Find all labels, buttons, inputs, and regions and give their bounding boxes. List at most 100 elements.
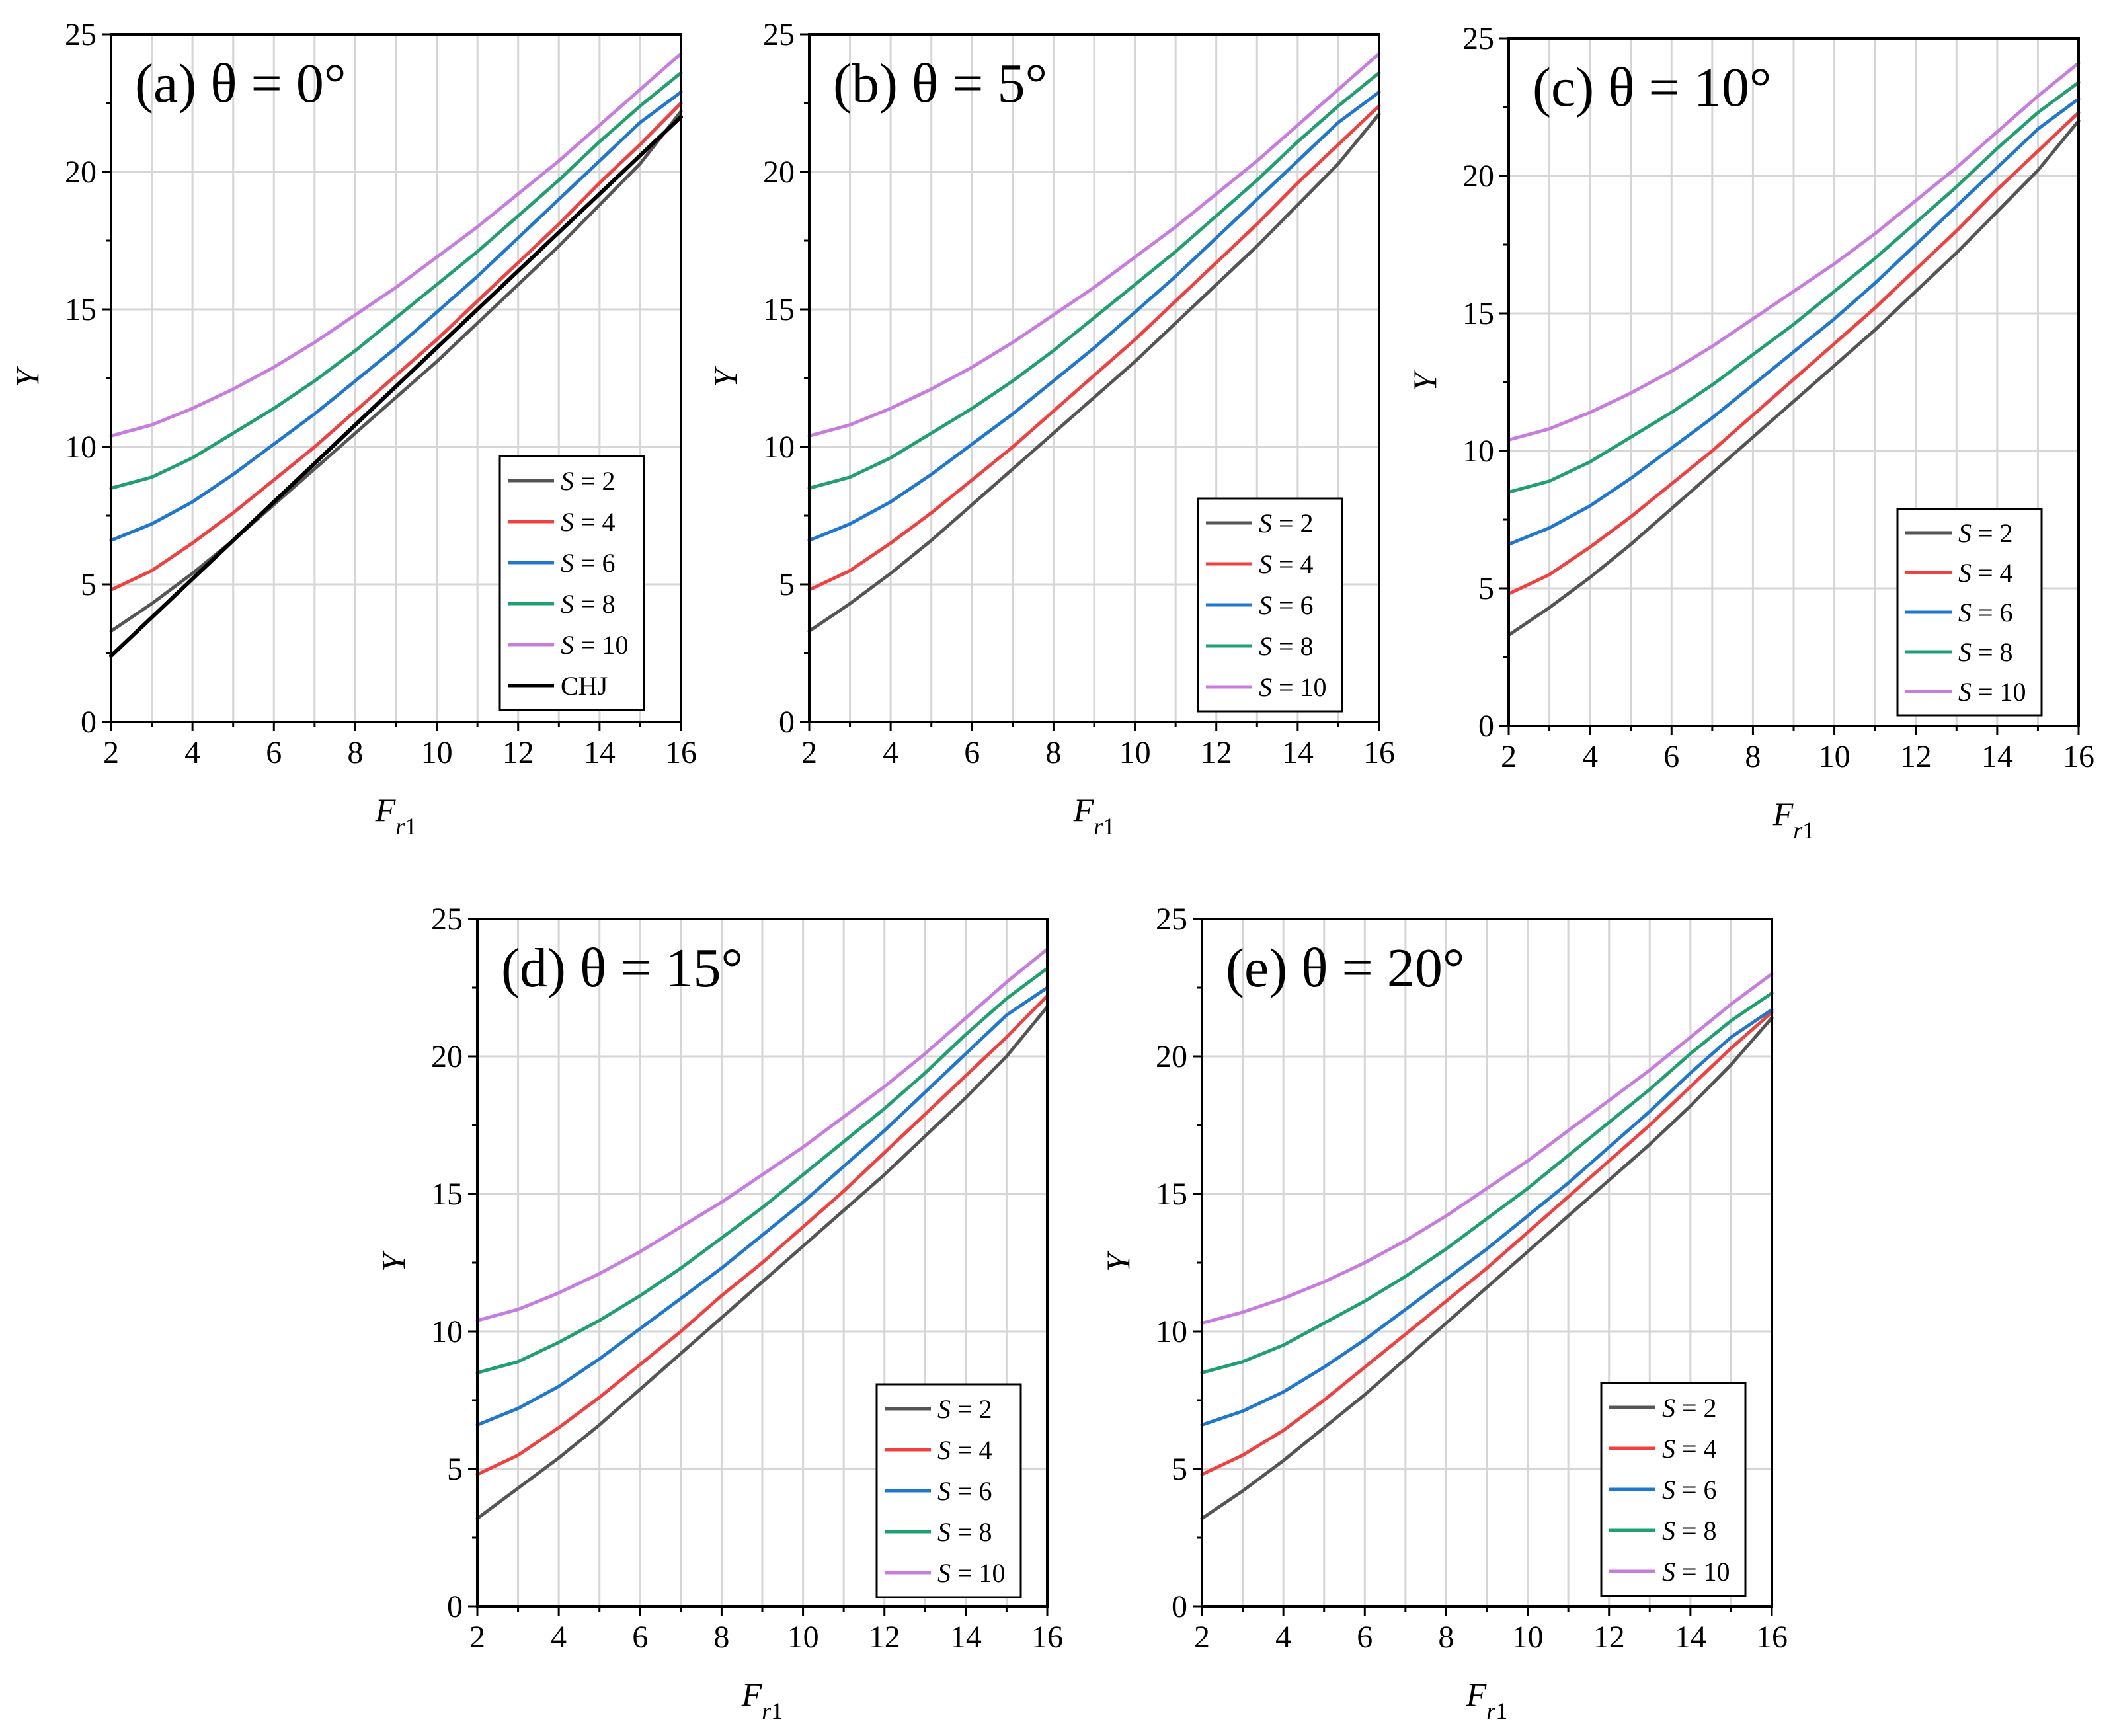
- x-tick-label: 12: [1201, 735, 1232, 770]
- x-tick-label: 6: [266, 735, 282, 770]
- y-tick-label: 20: [65, 155, 97, 190]
- x-tick-label: 8: [1745, 739, 1761, 774]
- legend-label: S = 8: [937, 1517, 992, 1547]
- y-tick-label: 5: [447, 1452, 463, 1487]
- y-tick-label: 25: [763, 17, 795, 52]
- chart-panel-b: 2 4 6 8 10 12 14 16 0 5 10 15 20 25 Fr1 Y (b) θ = 5° S = …: [707, 17, 1395, 840]
- legend-label: S = 8: [1259, 631, 1314, 661]
- x-tick-label: 4: [184, 735, 200, 770]
- y-tick-label: 15: [431, 1177, 463, 1212]
- series-line-1: [475, 1005, 1049, 1520]
- x-tick-label: 14: [1282, 735, 1314, 770]
- series-line-5: [1200, 972, 1774, 1325]
- legend-label: S = 10: [1259, 672, 1327, 702]
- y-tick-label: 10: [65, 430, 97, 465]
- y-axis-label: Y: [9, 366, 46, 387]
- legend: S = 2 S = 4 S = 6 S = 8 S = 10: [1600, 1382, 1747, 1597]
- series-line-3: [1200, 1007, 1774, 1427]
- x-tick-label: 8: [347, 735, 363, 770]
- legend-box: [498, 455, 645, 711]
- series-line-3: [475, 986, 1049, 1427]
- series-line-2: [475, 994, 1049, 1476]
- x-tick-label: 10: [421, 735, 453, 770]
- x-tick-label: 16: [2063, 739, 2094, 774]
- x-tick-label: 8: [1438, 1620, 1454, 1655]
- panel-title: (d) θ = 15°: [501, 937, 743, 999]
- legend-label: S = 6: [1662, 1475, 1717, 1505]
- series-line-1: [807, 112, 1381, 633]
- series-line-2: [807, 104, 1381, 592]
- legend-label: S = 10: [1958, 677, 2026, 707]
- legend-label: S = 10: [561, 630, 629, 660]
- y-tick-label: 15: [65, 292, 97, 327]
- legend-label: S = 8: [1662, 1516, 1717, 1546]
- x-tick-label: 12: [502, 735, 534, 770]
- panel-title: (b) θ = 5°: [833, 53, 1047, 114]
- y-tick-label: 20: [431, 1039, 463, 1074]
- legend-label: S = 4: [1662, 1434, 1717, 1464]
- y-axis-label: Y: [1406, 370, 1443, 391]
- y-tick-label: 0: [81, 705, 97, 740]
- y-tick-label: 0: [447, 1589, 463, 1624]
- series-line-5: [109, 52, 683, 438]
- y-tick-label: 5: [1478, 571, 1494, 606]
- y-tick-label: 25: [431, 902, 463, 937]
- x-axis-label: Fr1: [741, 1676, 783, 1724]
- x-tick-label: 2: [801, 735, 817, 770]
- y-tick-label: 0: [1172, 1589, 1187, 1624]
- x-tick-label: 12: [1593, 1620, 1625, 1655]
- series-line-2: [109, 101, 683, 592]
- legend: S = 2 S = 4 S = 6 S = 8 S = 10: [875, 1383, 1022, 1598]
- y-axis-label: Y: [707, 366, 744, 387]
- y-tick-label: 20: [1156, 1039, 1187, 1074]
- x-tick-label: 14: [950, 1620, 982, 1655]
- legend-label: S = 2: [1259, 508, 1314, 538]
- legend-label: S = 4: [937, 1435, 992, 1465]
- x-tick-label: 16: [1756, 1620, 1788, 1655]
- x-tick-label: 12: [869, 1620, 900, 1655]
- y-tick-label: 5: [779, 567, 795, 602]
- x-tick-label: 4: [551, 1620, 567, 1655]
- x-axis-label: Fr1: [1466, 1676, 1508, 1724]
- x-tick-label: 6: [632, 1620, 648, 1655]
- x-axis-label: Fr1: [375, 791, 417, 840]
- y-tick-label: 10: [1462, 434, 1494, 469]
- series-line-5: [475, 947, 1049, 1322]
- y-tick-label: 15: [763, 292, 795, 327]
- legend-label: CHJ: [561, 671, 608, 701]
- y-tick-label: 5: [1172, 1452, 1187, 1487]
- y-tick-label: 20: [763, 155, 795, 190]
- series-line-3: [807, 90, 1381, 542]
- x-tick-label: 16: [665, 735, 697, 770]
- y-tick-label: 5: [81, 567, 97, 602]
- x-tick-label: 14: [1675, 1620, 1706, 1655]
- y-tick-label: 20: [1462, 159, 1494, 194]
- legend: S = 2 S = 4 S = 6 S = 8 S = 10 CHJ: [498, 455, 645, 711]
- series-line-3: [1507, 97, 2081, 546]
- legend-label: S = 2: [1662, 1393, 1717, 1423]
- x-tick-label: 10: [1512, 1620, 1544, 1655]
- x-tick-label: 10: [787, 1620, 819, 1655]
- x-tick-label: 6: [1663, 739, 1679, 774]
- series-line-4: [109, 71, 683, 490]
- legend-label: S = 2: [561, 466, 616, 496]
- series-line-4: [475, 967, 1049, 1374]
- y-tick-label: 25: [1156, 902, 1187, 937]
- x-tick-label: 6: [964, 735, 980, 770]
- series-line-6: [109, 114, 683, 658]
- chart-panel-a: 2 4 6 8 10 12 14 16 0 5 10 15 20 25 Fr1 Y (a) θ = 0° S = …: [9, 17, 697, 840]
- y-axis-label: Y: [375, 1250, 412, 1272]
- x-tick-label: 16: [1031, 1620, 1063, 1655]
- x-tick-label: 4: [1582, 739, 1598, 774]
- series-line-4: [1507, 81, 2081, 494]
- x-tick-label: 4: [883, 735, 898, 770]
- legend: S = 2 S = 4 S = 6 S = 8 S = 10: [1197, 497, 1343, 713]
- y-tick-label: 15: [1462, 296, 1494, 331]
- x-tick-label: 14: [1981, 739, 2013, 774]
- panel-title: (e) θ = 20°: [1226, 937, 1464, 999]
- x-tick-label: 2: [469, 1620, 485, 1655]
- series-line-2: [1507, 110, 2081, 596]
- legend-label: S = 4: [1958, 558, 2013, 588]
- chart-panel-d: 2 4 6 8 10 12 14 16 0 5 10 15 20 25 Fr1 Y (d) θ = 15° S =…: [375, 902, 1063, 1724]
